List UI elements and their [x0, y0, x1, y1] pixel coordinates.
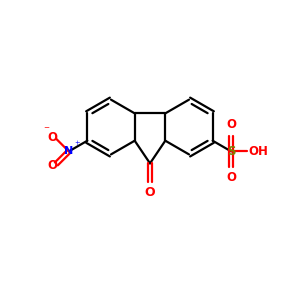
Text: O: O	[145, 186, 155, 199]
Text: O: O	[47, 131, 58, 144]
Text: O: O	[47, 159, 58, 172]
Text: $^-$: $^-$	[41, 126, 50, 136]
Text: $^+$: $^+$	[73, 140, 81, 150]
Text: S: S	[227, 145, 236, 158]
Text: OH: OH	[248, 145, 268, 158]
Text: O: O	[226, 171, 236, 184]
Text: N: N	[64, 146, 74, 156]
Text: O: O	[226, 118, 236, 131]
